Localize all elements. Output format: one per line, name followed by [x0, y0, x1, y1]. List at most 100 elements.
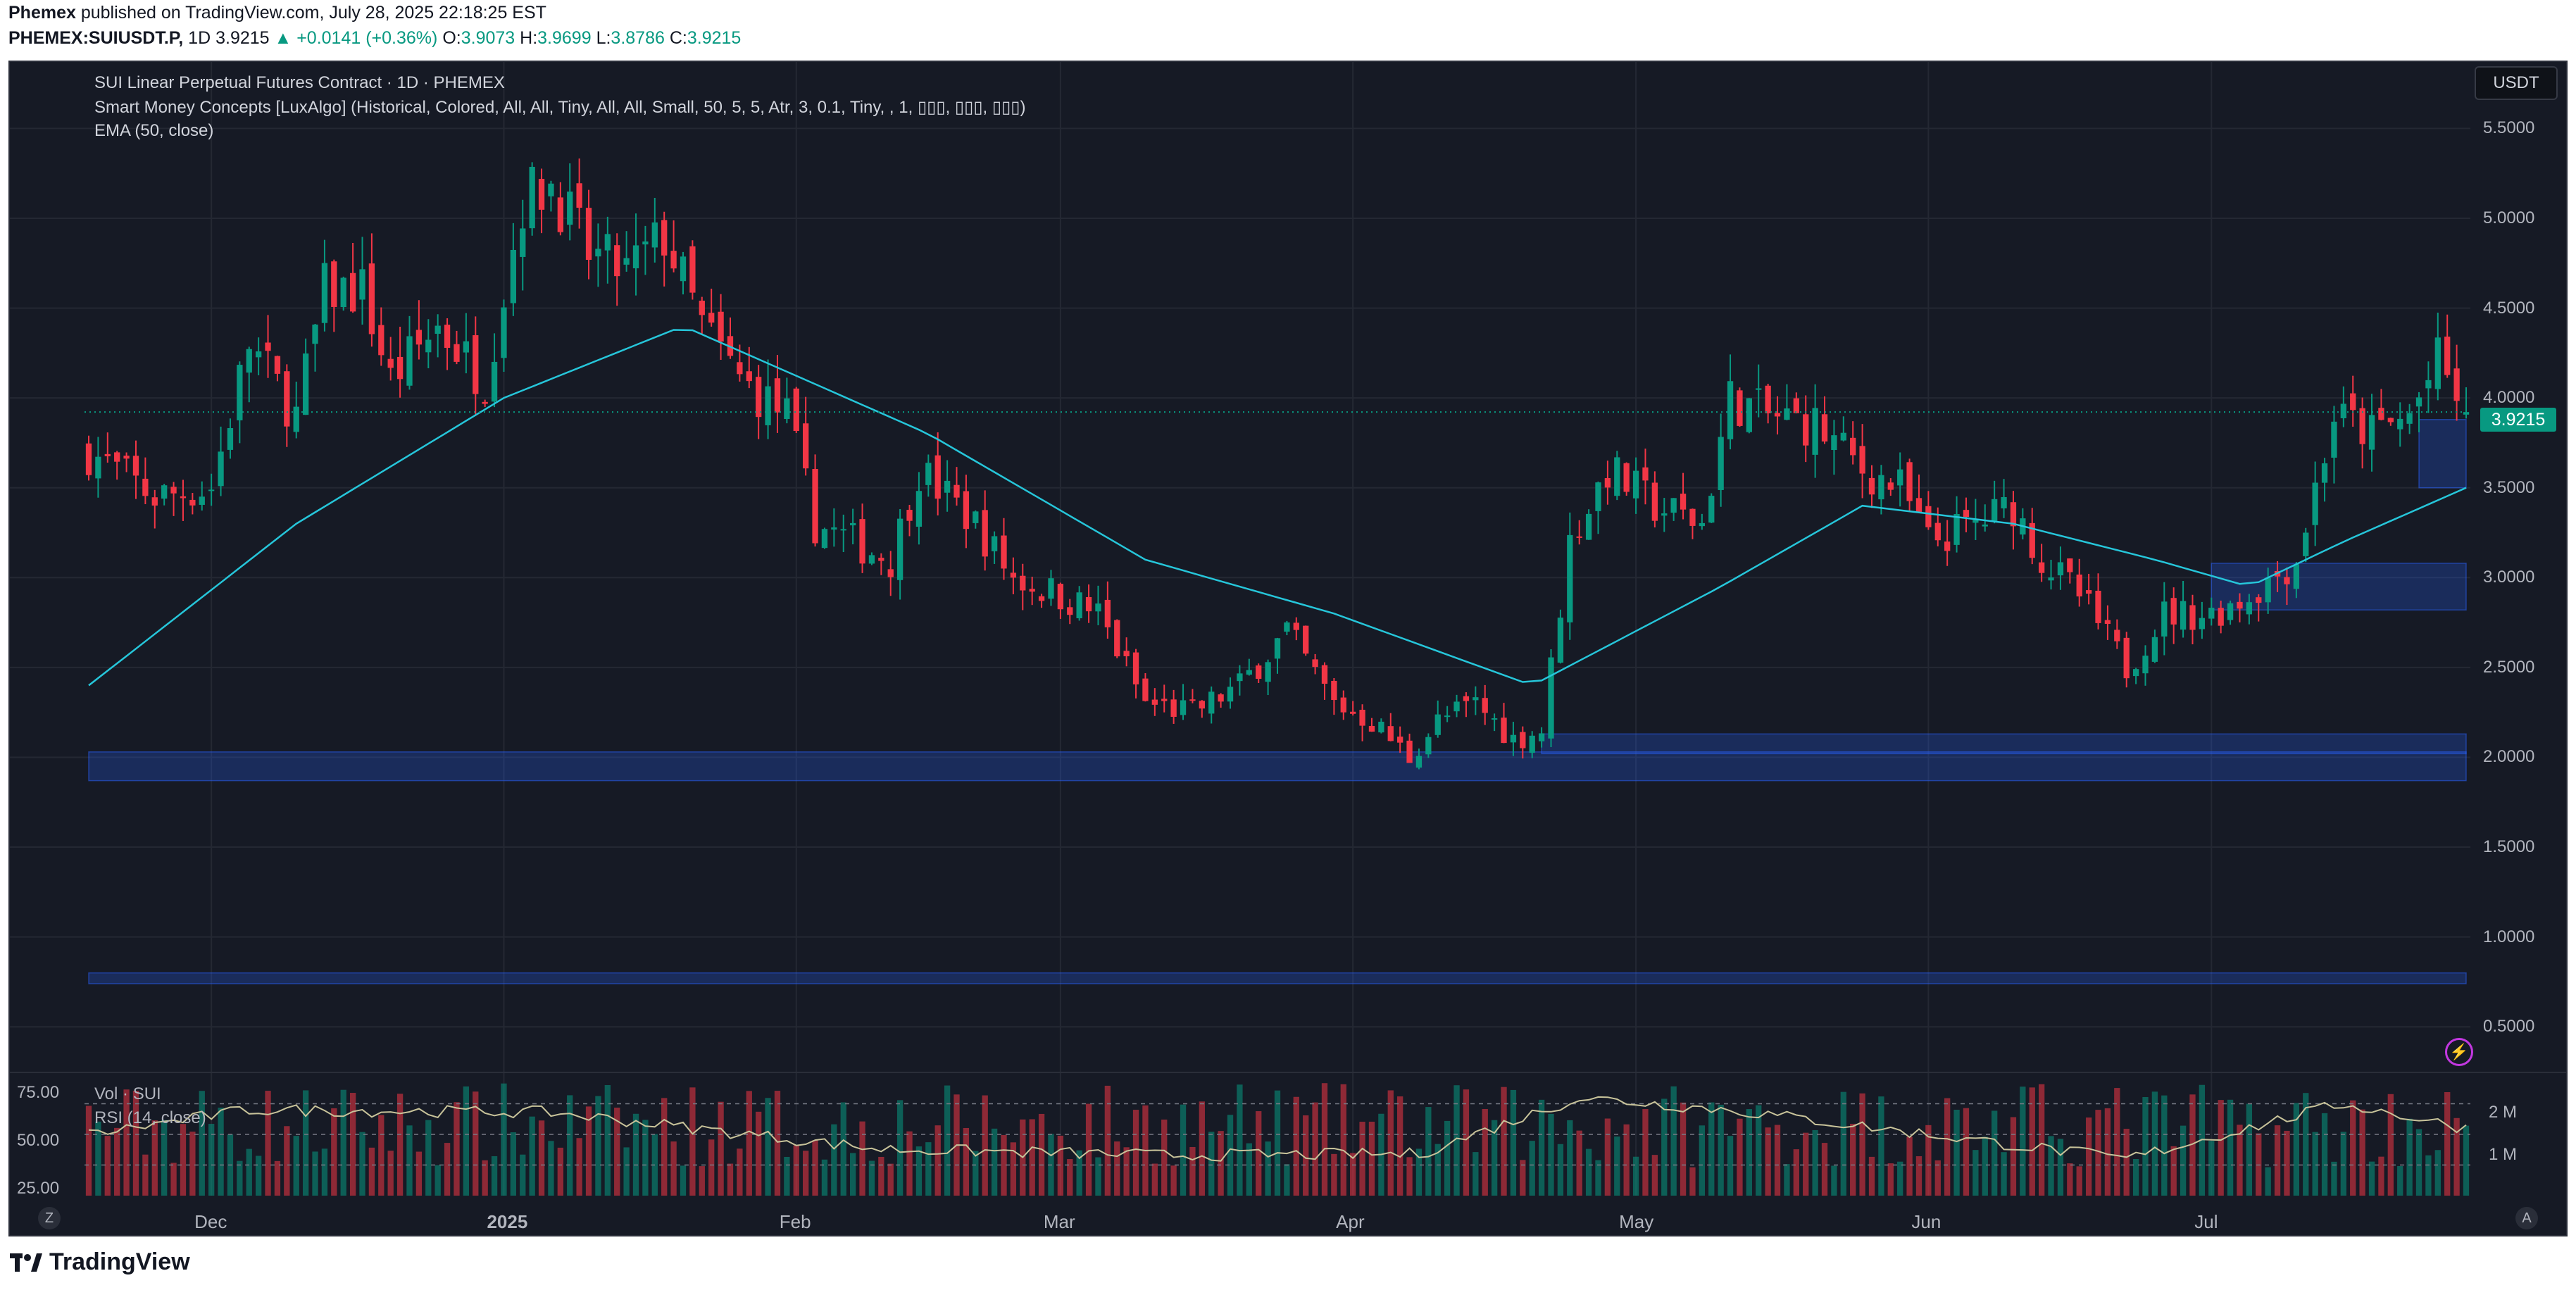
- candle-body: [1756, 388, 1762, 390]
- candle-body: [321, 263, 328, 323]
- open-label: O:: [442, 28, 461, 48]
- volume-bar: [1699, 1125, 1706, 1196]
- candle-body: [1123, 651, 1130, 656]
- candle-body: [1161, 699, 1168, 701]
- volume-bar: [2359, 1109, 2365, 1196]
- volume-bar: [1765, 1127, 1771, 1196]
- bolt-icon[interactable]: ⚡: [2445, 1038, 2473, 1066]
- candle-body: [491, 361, 498, 402]
- volume-bar: [2067, 1163, 2073, 1196]
- candle-body: [774, 378, 781, 413]
- volume-bar: [349, 1093, 356, 1196]
- volume-bar: [595, 1096, 601, 1196]
- candle-body: [718, 311, 724, 342]
- candle-body: [868, 555, 875, 564]
- candle-body: [387, 358, 394, 368]
- volume-bar: [2170, 1146, 2177, 1196]
- volume-bar: [2463, 1125, 2470, 1196]
- volume-bar: [1784, 1164, 1790, 1196]
- volume-bar: [2265, 1167, 2271, 1196]
- volume-bar: [821, 1159, 828, 1196]
- candle-body: [1604, 477, 1611, 488]
- volume-bar: [2048, 1136, 2054, 1196]
- price-change: ▲ +0.0141 (+0.36%): [274, 28, 438, 48]
- volume-bar: [1944, 1098, 1951, 1196]
- candle-body: [1680, 494, 1687, 510]
- publish-info: published on TradingView.com, July 28, 2…: [80, 3, 546, 23]
- rsi-label[interactable]: RSI (14, close): [94, 1108, 206, 1127]
- candle-body: [538, 179, 545, 210]
- auto-scale-badge[interactable]: A: [2515, 1207, 2538, 1229]
- volume-bar: [934, 1125, 941, 1196]
- volume-bar: [585, 1106, 592, 1196]
- candle-body: [1510, 734, 1517, 743]
- volume-label[interactable]: Vol · SUI: [94, 1084, 161, 1103]
- high-value: 3.9699: [537, 28, 592, 48]
- price-tick-label: 1.0000: [2483, 927, 2535, 946]
- candle-body: [784, 398, 790, 420]
- volume-bar: [1897, 1161, 1903, 1196]
- volume-bar: [1727, 1136, 1734, 1196]
- candle-body: [1020, 575, 1026, 591]
- volume-bar: [2161, 1095, 2168, 1196]
- volume-bar: [132, 1090, 139, 1196]
- volume-bar: [2104, 1108, 2111, 1196]
- candle-body: [803, 423, 809, 469]
- candle-body: [1001, 535, 1007, 569]
- time-tick-label: Apr: [1336, 1211, 1365, 1232]
- candle-body: [501, 307, 507, 358]
- interval-label[interactable]: 1D: [188, 28, 211, 48]
- volume-bar: [878, 1156, 884, 1196]
- candle-body: [293, 406, 299, 432]
- volume-bar: [2415, 1129, 2422, 1196]
- volume-bar: [1501, 1087, 1507, 1196]
- price-chart[interactable]: [10, 62, 2568, 1236]
- currency-button[interactable]: USDT: [2475, 66, 2558, 100]
- chart-panel[interactable]: SUI Linear Perpetual Futures Contract · …: [8, 61, 2568, 1236]
- volume-bar: [567, 1095, 573, 1196]
- zoom-badge[interactable]: Z: [38, 1207, 61, 1229]
- legend-smc[interactable]: Smart Money Concepts [LuxAlgo] (Historic…: [94, 98, 1026, 117]
- volume-bar: [1331, 1153, 1337, 1196]
- volume-bar: [774, 1091, 781, 1196]
- candle-body: [1095, 603, 1101, 612]
- candle-body: [1548, 657, 1554, 739]
- order-block-zone: [2211, 563, 2467, 610]
- volume-bar: [1538, 1099, 1545, 1196]
- candle-body: [1520, 732, 1526, 749]
- volume-tick-1m: 1 M: [2489, 1145, 2518, 1164]
- volume-bar: [2020, 1087, 2026, 1196]
- candle-body: [642, 241, 649, 245]
- candle-body: [237, 365, 243, 420]
- candle-body: [614, 245, 620, 277]
- volume-bar: [2368, 1161, 2375, 1196]
- candle-body: [954, 484, 960, 498]
- candle-body: [302, 353, 309, 415]
- volume-bar: [2274, 1125, 2281, 1196]
- candle-body: [2142, 656, 2149, 674]
- legend-ema[interactable]: EMA (50, close): [94, 121, 214, 140]
- candle-body: [1925, 506, 1932, 527]
- volume-bar: [387, 1151, 394, 1196]
- candle-body: [425, 339, 432, 353]
- candle-body: [1906, 462, 1913, 501]
- legend-symbol[interactable]: SUI Linear Perpetual Futures Contract · …: [94, 73, 505, 92]
- volume-bar: [661, 1098, 668, 1196]
- volume-bar: [1350, 1153, 1356, 1196]
- candle-body: [1727, 381, 1734, 439]
- candle-body: [585, 208, 592, 260]
- volume-bar: [2387, 1094, 2394, 1196]
- candle-body: [246, 349, 252, 373]
- symbol-name[interactable]: PHEMEX:SUIUSDT.P,: [8, 28, 184, 48]
- candle-body: [2387, 418, 2394, 422]
- volume-bar: [321, 1148, 328, 1196]
- volume-bar: [1595, 1160, 1601, 1196]
- volume-bar: [2180, 1125, 2187, 1196]
- candle-body: [151, 497, 158, 506]
- volume-bar: [2453, 1117, 2460, 1196]
- volume-bar: [1614, 1136, 1620, 1196]
- candle-body: [2085, 590, 2092, 594]
- candle-body: [510, 249, 517, 303]
- candle-body: [670, 251, 677, 269]
- volume-bar: [1812, 1129, 1818, 1196]
